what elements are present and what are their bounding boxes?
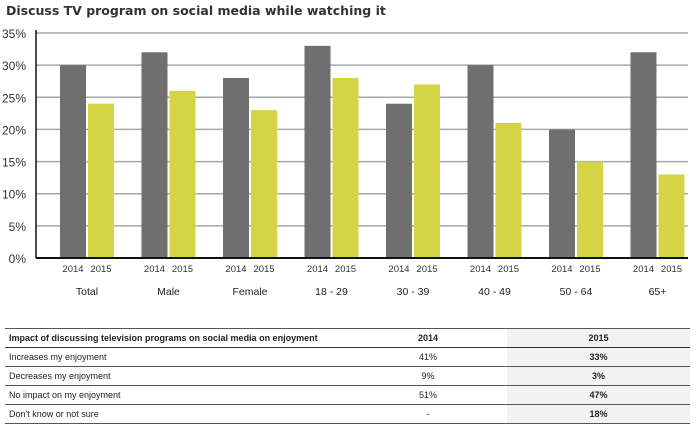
category-label: Female — [232, 286, 267, 298]
y-tick-label: 0% — [9, 252, 27, 266]
series-label: 2014 — [470, 264, 491, 275]
header-2014: 2014 — [349, 328, 507, 348]
bar-2014 — [304, 45, 331, 258]
category-label: 40 - 49 — [478, 286, 511, 298]
bar-2015 — [169, 90, 196, 258]
table-row: No impact on my enjoyment 51% 47% — [5, 385, 690, 405]
category-label: Total — [76, 286, 98, 298]
bar-2014 — [141, 52, 168, 259]
bar-2014 — [467, 65, 494, 259]
value-2015: 18% — [507, 404, 690, 424]
header-2015: 2015 — [507, 328, 690, 348]
y-tick-label: 35% — [2, 27, 26, 41]
series-label: 2015 — [661, 264, 682, 275]
header-label: Impact of discussing television programs… — [5, 328, 349, 348]
series-label: 2014 — [307, 264, 328, 275]
series-label: 2014 — [144, 264, 165, 275]
y-tick-label: 10% — [2, 188, 26, 202]
y-tick-label: 25% — [2, 91, 26, 105]
bar-2015 — [658, 174, 685, 258]
value-2014: - — [349, 404, 507, 424]
bar-2014 — [223, 78, 249, 258]
row-label: Decreases my enjoyment — [5, 366, 349, 386]
category-label: 18 - 29 — [315, 286, 348, 298]
value-2014: 51% — [349, 385, 507, 405]
bar-2015 — [251, 110, 277, 259]
row-label: Don't know or not sure — [5, 404, 349, 424]
table-row: Decreases my enjoyment 9% 3% — [5, 366, 690, 386]
row-label: Increases my enjoyment — [5, 347, 349, 367]
bar-2015 — [414, 84, 440, 258]
value-2014: 41% — [349, 347, 507, 367]
series-label: 2015 — [416, 264, 437, 275]
bar-2014 — [549, 129, 575, 258]
category-label: Male — [157, 286, 180, 298]
bar-2015 — [577, 161, 603, 258]
value-2015: 47% — [507, 385, 690, 405]
category-label: 65+ — [649, 286, 667, 298]
series-label: 2014 — [62, 264, 83, 275]
bar-2015 — [332, 78, 359, 258]
y-tick-label: 5% — [9, 220, 27, 234]
bar-2014 — [630, 52, 657, 259]
bar-2015 — [88, 103, 114, 258]
series-label: 2015 — [498, 264, 519, 275]
series-label: 2015 — [579, 264, 600, 275]
series-label: 2015 — [90, 264, 111, 275]
series-label: 2014 — [551, 264, 572, 275]
category-label: 50 - 64 — [560, 286, 593, 298]
series-label: 2015 — [335, 264, 356, 275]
y-tick-label: 15% — [2, 156, 26, 170]
bar-2014 — [60, 65, 86, 259]
y-tick-label: 30% — [2, 59, 26, 73]
y-tick-label: 20% — [2, 123, 26, 137]
bar-chart: 0% 5% 10% 15% 20% 25% 30% 35% 2014 2015 Total 2014 2… — [2, 27, 688, 298]
value-2015: 33% — [507, 347, 690, 367]
series-label: 2015 — [253, 264, 274, 275]
value-2014: 9% — [349, 366, 507, 386]
series-label: 2014 — [388, 264, 409, 275]
series-label: 2014 — [225, 264, 246, 275]
bar-2014 — [386, 103, 412, 258]
enjoyment-table: Impact of discussing television programs… — [5, 328, 690, 424]
category-label: 30 - 39 — [397, 286, 430, 298]
table-header-row: Impact of discussing television programs… — [5, 328, 690, 348]
series-label: 2014 — [633, 264, 654, 275]
series-label: 2015 — [172, 264, 193, 275]
table-row: Increases my enjoyment 41% 33% — [5, 347, 690, 367]
value-2015: 3% — [507, 366, 690, 386]
bar-2015 — [495, 123, 522, 258]
row-label: No impact on my enjoyment — [5, 385, 349, 405]
table-row: Don't know or not sure - 18% — [5, 404, 690, 424]
chart-title: Discuss TV program on social media while… — [6, 3, 386, 18]
